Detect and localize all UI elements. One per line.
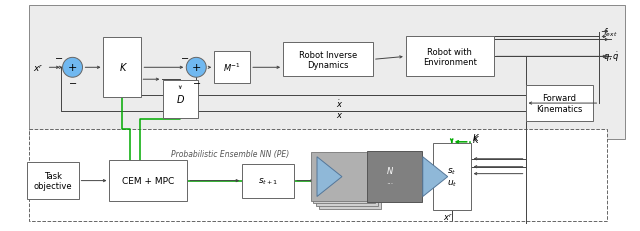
Text: $-$: $-$ — [192, 77, 201, 87]
Text: $K$: $K$ — [472, 134, 480, 145]
Bar — [29, 6, 625, 139]
Text: $-$: $-$ — [68, 77, 77, 87]
Text: $q,\dot{q}$: $q,\dot{q}$ — [604, 50, 620, 64]
Text: D: D — [177, 95, 184, 105]
Bar — [283, 43, 373, 77]
Text: $s_t$
$u_t$: $s_t$ $u_t$ — [447, 166, 457, 188]
Text: $x^r$: $x^r$ — [443, 211, 453, 222]
Text: $\dot{x}$: $\dot{x}$ — [337, 98, 344, 109]
Text: K: K — [119, 63, 125, 73]
Text: N: N — [387, 167, 393, 175]
Bar — [406, 37, 493, 77]
Bar — [163, 81, 198, 119]
Text: +: + — [191, 63, 201, 73]
Text: $s_{t+1}$: $s_{t+1}$ — [258, 176, 278, 186]
Bar — [319, 160, 381, 210]
Bar — [433, 143, 470, 210]
Text: CEM + MPC: CEM + MPC — [122, 176, 175, 185]
Text: $M^{-1}$: $M^{-1}$ — [223, 62, 241, 74]
Text: Robot with
Environment: Robot with Environment — [423, 47, 477, 67]
Text: Probabilistic Ensemble NN (PE): Probabilistic Ensemble NN (PE) — [171, 150, 289, 158]
Bar — [214, 52, 250, 84]
Text: +: + — [68, 63, 77, 73]
Text: $x^r$: $x^r$ — [33, 62, 44, 74]
Bar — [27, 162, 79, 200]
Text: Robot Inverse
Dynamics: Robot Inverse Dynamics — [299, 50, 357, 70]
Bar — [316, 157, 378, 207]
Bar — [109, 160, 188, 202]
Text: Task
objective: Task objective — [33, 171, 72, 191]
Bar — [311, 152, 373, 202]
Bar — [525, 86, 593, 122]
Bar — [29, 129, 607, 221]
Bar — [367, 151, 422, 203]
Text: $-$: $-$ — [54, 52, 63, 62]
Bar — [104, 38, 141, 98]
Bar — [313, 154, 375, 204]
Text: Forward
Kinematics: Forward Kinematics — [536, 94, 582, 113]
Circle shape — [63, 58, 83, 78]
Text: ...: ... — [387, 176, 394, 185]
Text: $K$: $K$ — [472, 132, 480, 143]
Text: $f_{ext}$: $f_{ext}$ — [604, 26, 618, 39]
Text: $x$: $x$ — [337, 111, 344, 120]
Polygon shape — [423, 157, 448, 197]
Text: $-$: $-$ — [180, 52, 189, 62]
Bar — [242, 164, 294, 198]
Polygon shape — [317, 157, 342, 197]
Circle shape — [186, 58, 206, 78]
